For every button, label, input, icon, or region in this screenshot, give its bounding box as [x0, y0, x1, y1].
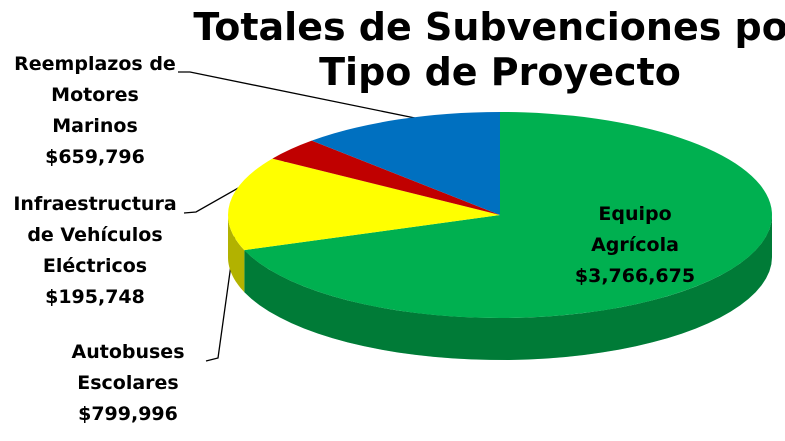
slice-label: Equipo Agrícola — [591, 203, 679, 256]
slice-label: Infraestructura de Vehículos Eléctricos — [13, 193, 176, 277]
value-label: $195,748 — [45, 286, 145, 308]
chart-title: Totales de Subvenciones por Tipo de Proye… — [193, 5, 785, 94]
slice-label: Reemplazos de Motores Marinos — [14, 53, 176, 137]
slice-side — [244, 215, 772, 360]
slice — [244, 112, 772, 318]
value-label: $3,766,675 — [575, 265, 695, 287]
slice — [272, 140, 500, 215]
slice — [228, 158, 500, 251]
value-label: $799,996 — [78, 403, 178, 425]
slice-side — [228, 215, 245, 293]
slice-label: Autobuses Escolares — [72, 341, 185, 394]
slice-side-shade — [228, 215, 245, 293]
leader-line — [178, 71, 416, 119]
slice-side-shade — [244, 215, 772, 360]
slice — [311, 112, 500, 215]
value-label: $659,796 — [45, 146, 145, 168]
